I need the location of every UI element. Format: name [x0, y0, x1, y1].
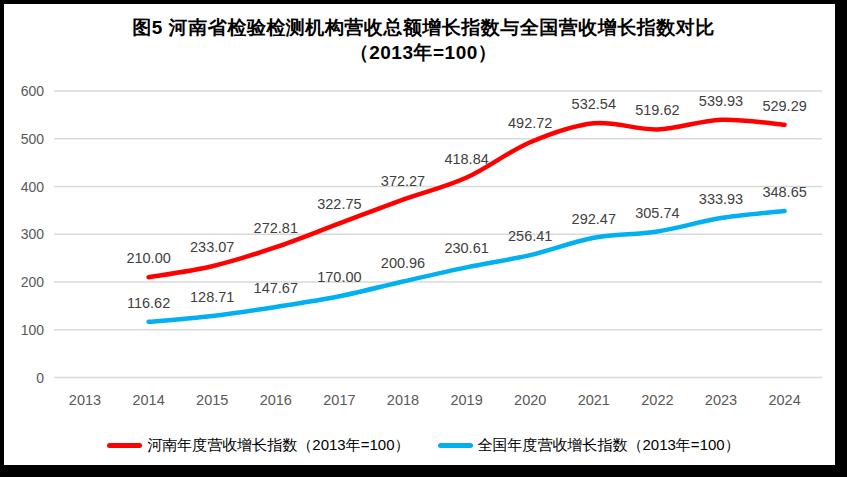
y-axis-tick-label: 100 — [21, 322, 45, 338]
data-label: 348.65 — [762, 184, 806, 200]
y-axis-tick-label: 300 — [21, 226, 45, 242]
x-axis-tick-label: 2019 — [450, 392, 482, 408]
data-label: 529.29 — [762, 98, 806, 114]
data-label: 305.74 — [635, 205, 679, 221]
data-label: 492.72 — [508, 115, 552, 131]
x-axis-tick-label: 2014 — [132, 392, 164, 408]
data-label: 519.62 — [635, 102, 679, 118]
data-label: 128.71 — [190, 289, 234, 305]
y-axis-tick-label: 600 — [21, 83, 45, 99]
data-label: 116.62 — [127, 295, 170, 311]
legend-label-1: 全国年度营收增长指数（2013年=100） — [478, 436, 740, 455]
data-label: 372.27 — [381, 173, 425, 189]
y-axis-tick-label: 0 — [36, 370, 44, 386]
y-axis-tick-label: 500 — [21, 131, 45, 147]
legend-line-swatch-0 — [107, 443, 142, 448]
x-axis-tick-label: 2013 — [69, 392, 101, 408]
x-axis-tick-label: 2015 — [196, 392, 228, 408]
x-axis-tick-label: 2024 — [768, 392, 800, 408]
data-label: 233.07 — [190, 239, 234, 255]
data-label: 322.75 — [317, 196, 361, 212]
x-axis-tick-label: 2020 — [514, 392, 546, 408]
chart-title-line2: （2013年=100） — [0, 40, 847, 65]
data-label: 532.54 — [572, 96, 616, 112]
x-axis-tick-label: 2017 — [323, 392, 355, 408]
legend-item-1: 全国年度营收增长指数（2013年=100） — [438, 436, 740, 455]
y-axis-tick-label: 200 — [21, 274, 45, 290]
chart-title: 图5 河南省检验检测机构营收总额增长指数与全国营收增长指数对比 （2013年=1… — [0, 15, 847, 65]
x-axis-tick-label: 2016 — [260, 392, 292, 408]
chart-title-line1: 图5 河南省检验检测机构营收总额增长指数与全国营收增长指数对比 — [0, 15, 847, 40]
legend-label-0: 河南年度营收增长指数（2013年=100） — [147, 436, 409, 455]
data-label: 256.41 — [508, 228, 552, 244]
legend-line-swatch-1 — [438, 443, 473, 448]
data-label: 418.84 — [444, 151, 488, 167]
line-chart-canvas: 0 100 200 300 400 500 600 2013 2014 2015 2016 2017 2… — [0, 0, 847, 477]
data-label: 147.67 — [254, 280, 298, 296]
data-label: 333.93 — [699, 191, 743, 207]
x-axis-tick-label: 2021 — [578, 392, 610, 408]
chart-figure: 图5 河南省检验检测机构营收总额增长指数与全国营收增长指数对比 （2013年=1… — [0, 0, 847, 477]
x-axis-tick-label: 2022 — [641, 392, 673, 408]
y-axis-tick-label: 400 — [21, 179, 45, 195]
series-line-1 — [149, 211, 785, 322]
chart-legend: 河南年度营收增长指数（2013年=100） 全国年度营收增长指数（2013年=10… — [0, 436, 847, 455]
x-axis-tick-label: 2018 — [387, 392, 419, 408]
data-label: 292.47 — [572, 211, 616, 227]
data-label: 539.93 — [699, 93, 743, 109]
data-label: 170.00 — [317, 269, 361, 285]
data-label: 230.61 — [444, 240, 488, 256]
data-label: 200.96 — [381, 255, 425, 271]
legend-item-0: 河南年度营收增长指数（2013年=100） — [107, 436, 409, 455]
data-label: 210.00 — [126, 250, 170, 266]
data-label: 272.81 — [254, 220, 298, 236]
x-axis-tick-label: 2023 — [705, 392, 737, 408]
